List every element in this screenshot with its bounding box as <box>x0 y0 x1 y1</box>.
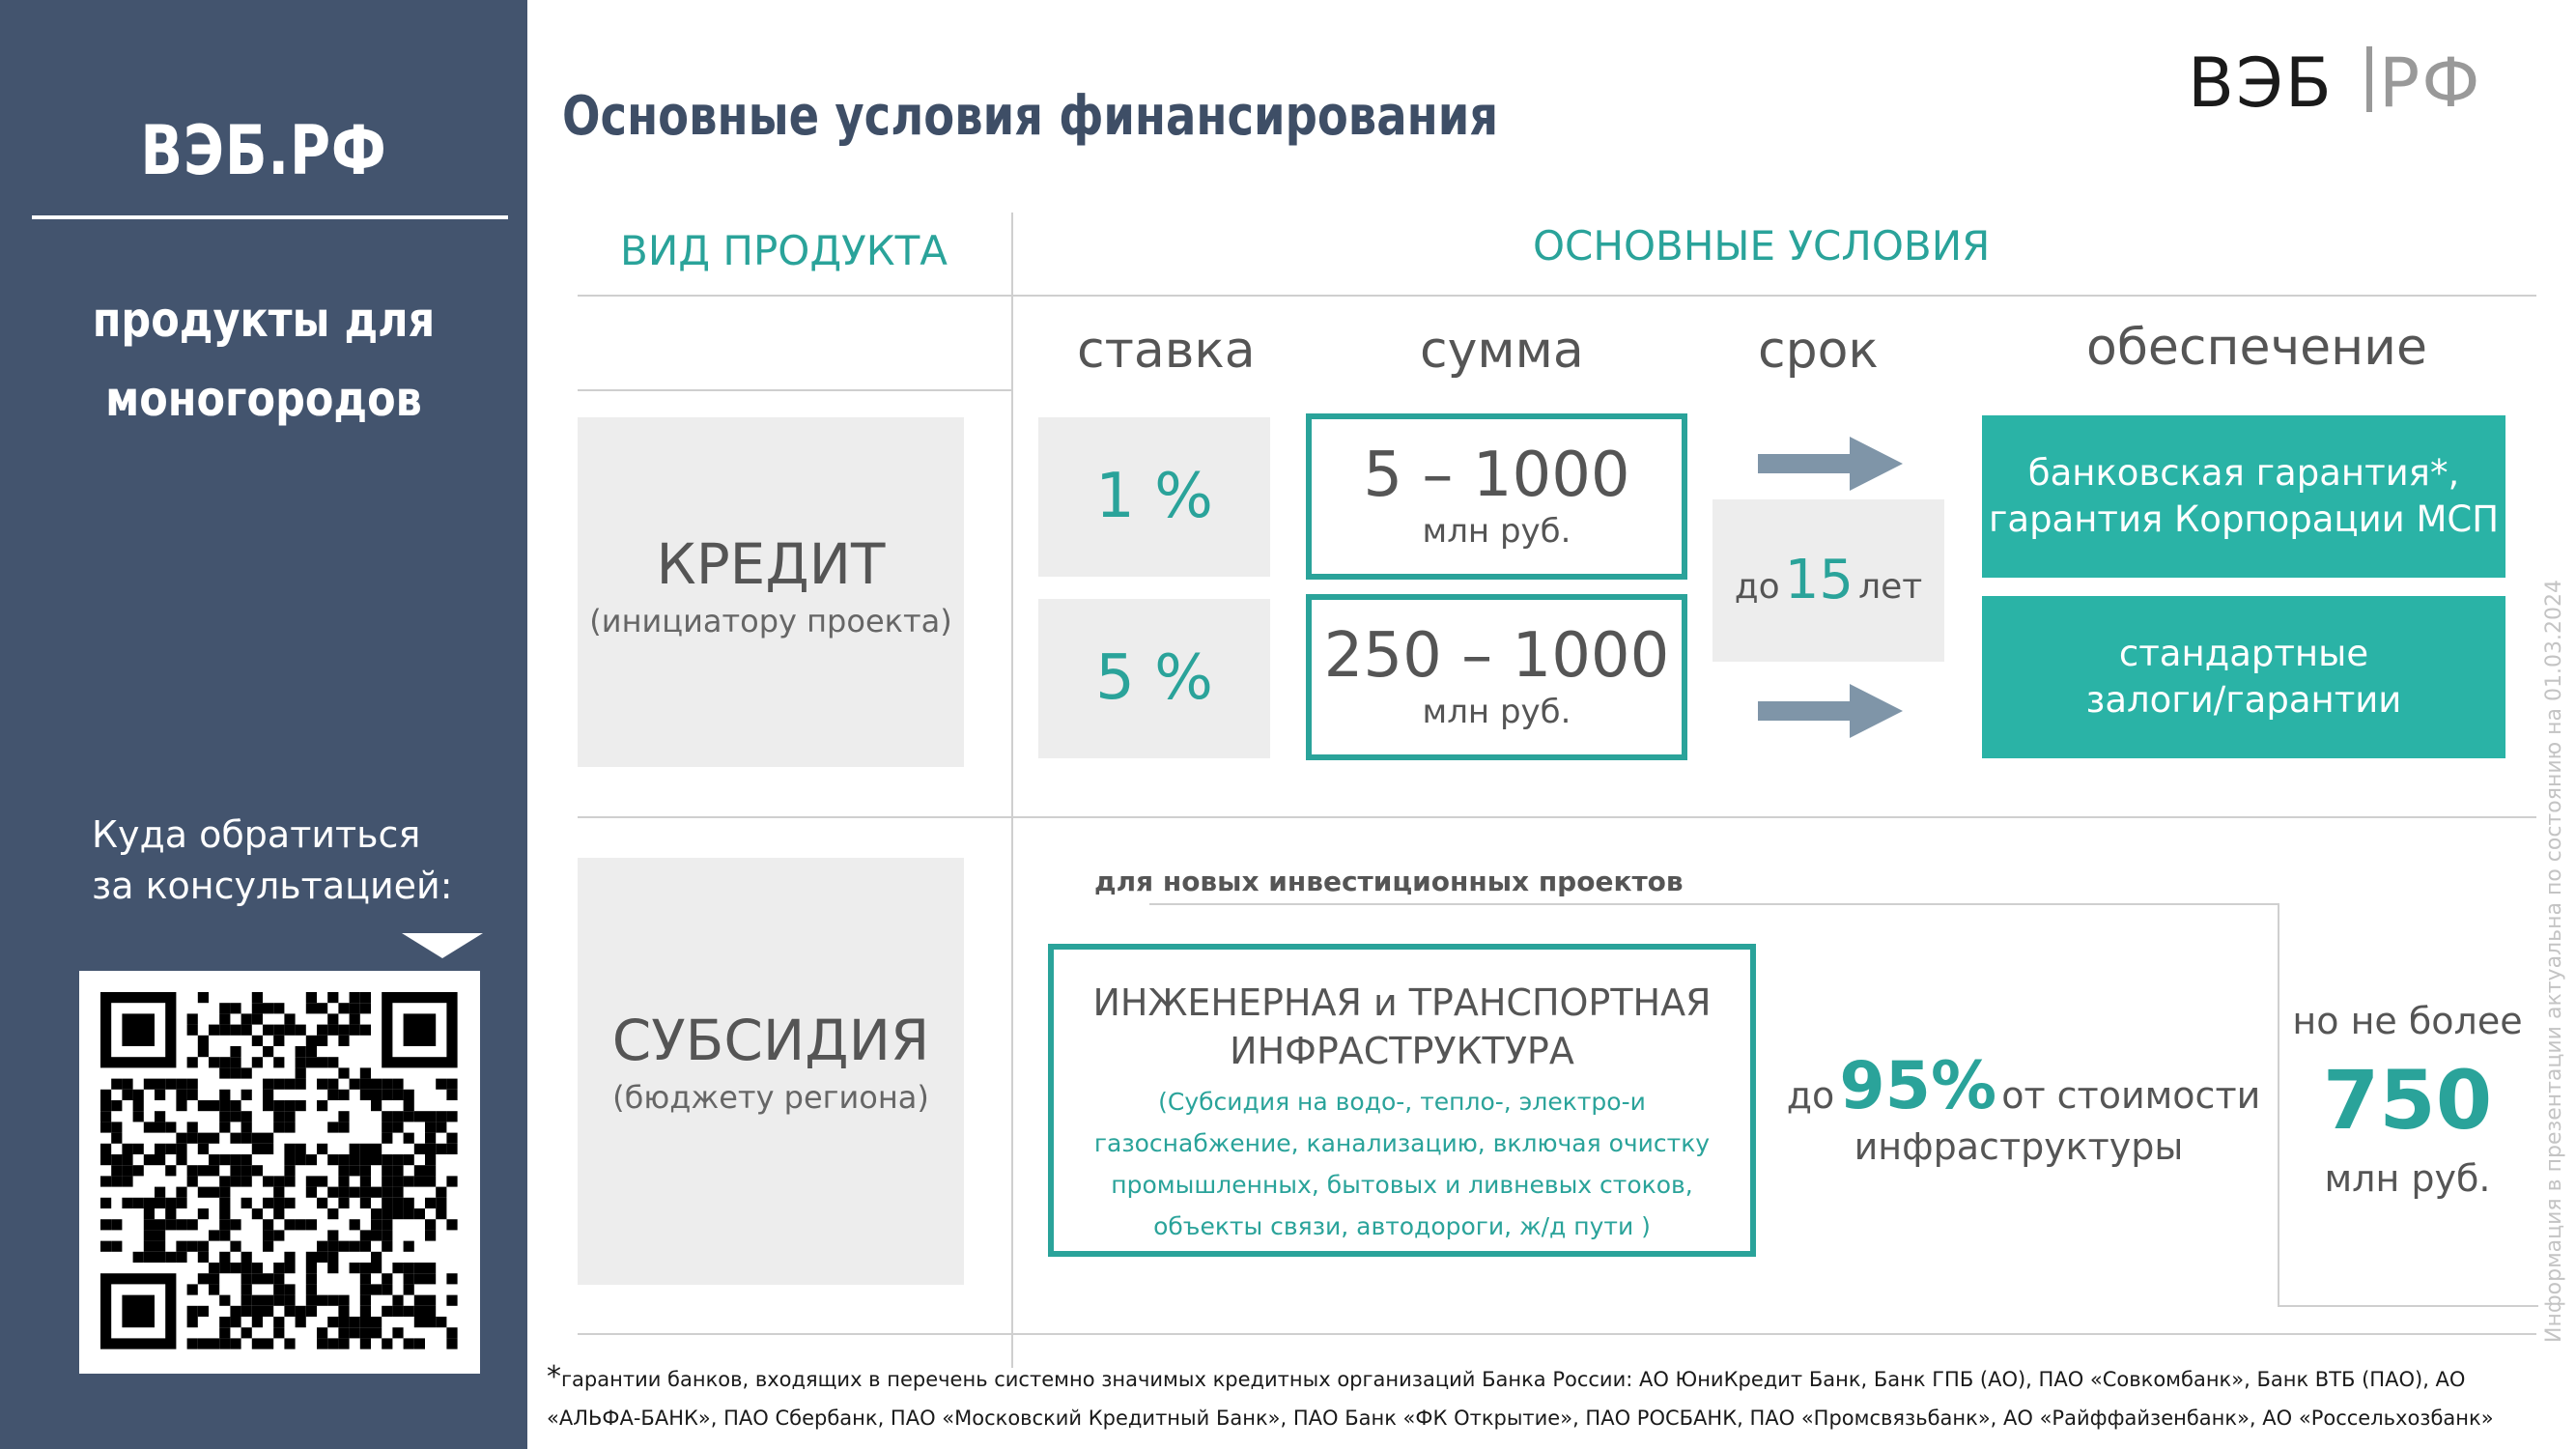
term-value: 15 <box>1784 549 1854 611</box>
right-arrow-icon <box>1758 684 1903 738</box>
footnote-line1: гарантии банков, входящих в перечень сис… <box>561 1368 2466 1391</box>
credit-subtitle: (инициатору проекта) <box>589 603 952 639</box>
sidebar-title-line1: продукты для <box>92 292 436 348</box>
amount-1: 5 – 1000 <box>1363 440 1630 511</box>
subsidy-bottom-rule <box>2278 1305 2538 1307</box>
logo-divider <box>2366 46 2372 112</box>
qr-code-graphic <box>100 992 458 1350</box>
amount-1-unit: млн руб. <box>1422 512 1571 551</box>
amount-box-1: 5 – 1000 млн руб. <box>1306 413 1687 580</box>
subsidy-subtitle: (бюджету региона) <box>612 1079 929 1116</box>
qr-code-icon[interactable] <box>79 971 480 1374</box>
footnote-mark: * <box>547 1360 561 1394</box>
subsidy-right-rule <box>2278 903 2279 1307</box>
veb-rf-logo: ВЭБ РФ <box>2188 46 2481 114</box>
share-prefix: до <box>1786 1074 1835 1117</box>
max-unit: млн руб. <box>2324 1157 2491 1200</box>
sidebar-divider <box>32 215 508 219</box>
infra-box: ИНЖЕНЕРНАЯ и ТРАНСПОРТНАЯ ИНФРАСТРУКТУРА… <box>1048 944 1756 1257</box>
side-note: Информация в презентации актуальна по со… <box>2542 580 2566 1343</box>
footnote-line2: «АЛЬФА-БАНК», ПАО Сбербанк, ПАО «Московс… <box>547 1406 2494 1430</box>
share-value: 95% <box>1839 1048 1997 1124</box>
collateral-1-line1: банковская гарантия*, <box>2027 452 2460 494</box>
term-prefix: до <box>1734 567 1780 607</box>
product-rule <box>578 389 1011 391</box>
logo-left-text: ВЭБ <box>2188 46 2334 114</box>
infra-desc-line4: объекты связи, автодороги, ж/д пути ) <box>1153 1212 1651 1240</box>
share-suffix: от стоимости <box>2001 1074 2261 1117</box>
term-suffix: лет <box>1858 567 1923 607</box>
collateral-2-line1: стандартные <box>2118 633 2369 674</box>
sidebar-title: продукты для моногородов <box>37 280 491 439</box>
amount-box-2: 250 – 1000 млн руб. <box>1306 594 1687 760</box>
logo-right-text: РФ <box>2379 46 2481 114</box>
subsidy-title: СУБСИДИЯ <box>611 1008 930 1073</box>
collateral-2-line2: залоги/гарантии <box>2085 679 2402 721</box>
share-line2: инфраструктуры <box>1854 1125 2184 1168</box>
column-rate: ставка <box>1077 322 1256 380</box>
footnote: *гарантии банков, входящих в перечень си… <box>547 1358 2556 1437</box>
infra-desc-line2: газоснабжение, канализацию, включая очис… <box>1093 1129 1711 1157</box>
infra-desc-line3: промышленных, бытовых и ливневых стоков, <box>1111 1171 1693 1199</box>
rate-2: 5 % <box>1095 642 1213 714</box>
row-divider <box>578 816 2536 818</box>
subsidy-top-rule <box>1149 903 2279 905</box>
consult-text: Куда обратиться за консультацией: <box>92 810 517 912</box>
max-value: 750 <box>2322 1053 2493 1148</box>
amount-2-unit: млн руб. <box>1422 693 1571 731</box>
consult-line1: Куда обратиться <box>92 813 421 856</box>
sidebar-title-line2: моногородов <box>105 371 422 427</box>
rate-box-1: 1 % <box>1038 417 1270 577</box>
collateral-box-2: стандартные залоги/гарантии <box>1982 596 2505 758</box>
credit-card: КРЕДИТ (инициатору проекта) <box>578 417 964 767</box>
footer-rule <box>578 1333 2536 1335</box>
vertical-divider <box>1011 213 1013 1368</box>
subsidy-card: СУБСИДИЯ (бюджету региона) <box>578 858 964 1285</box>
max-line1: но не более <box>2292 1000 2523 1042</box>
header-rule <box>578 295 2536 297</box>
rate-box-2: 5 % <box>1038 599 1270 758</box>
sidebar-brand: ВЭБ.РФ <box>140 111 387 190</box>
main-conditions-header: ОСНОВНЫЕ УСЛОВИЯ <box>1533 222 1991 270</box>
rate-1: 1 % <box>1095 461 1213 532</box>
right-arrow-icon <box>1758 437 1903 491</box>
product-type-header: ВИД ПРОДУКТА <box>620 227 948 274</box>
consult-line2: за консультацией: <box>92 865 453 907</box>
infra-desc-line1: (Субсидия на водо-, тепло-, электро-и <box>1158 1088 1646 1116</box>
infra-title-line2: ИНФРАСТРУКТУРА <box>1230 1030 1574 1072</box>
infra-title-line1: ИНЖЕНЕРНАЯ и ТРАНСПОРТНАЯ <box>1092 981 1712 1024</box>
down-arrow-icon <box>402 933 483 958</box>
term-box: до 15 лет <box>1713 499 1944 662</box>
page-title: Основные условия финансирования <box>562 85 1499 148</box>
column-amount: сумма <box>1420 322 1584 380</box>
column-term: срок <box>1758 322 1879 380</box>
collateral-box-1: банковская гарантия*, гарантия Корпораци… <box>1982 415 2505 578</box>
amount-2: 250 – 1000 <box>1323 620 1670 692</box>
new-projects-label: для новых инвестиционных проектов <box>1094 866 1684 897</box>
credit-title: КРЕДИТ <box>656 531 886 597</box>
collateral-1-line2: гарантия Корпорации МСП <box>1988 498 2500 540</box>
subsidy-share: до 95% от стоимости <box>1777 1048 2270 1124</box>
infra-desc: (Субсидия на водо-, тепло-, электро-и га… <box>1054 1081 1750 1247</box>
column-collateral: обеспечение <box>2086 319 2427 377</box>
